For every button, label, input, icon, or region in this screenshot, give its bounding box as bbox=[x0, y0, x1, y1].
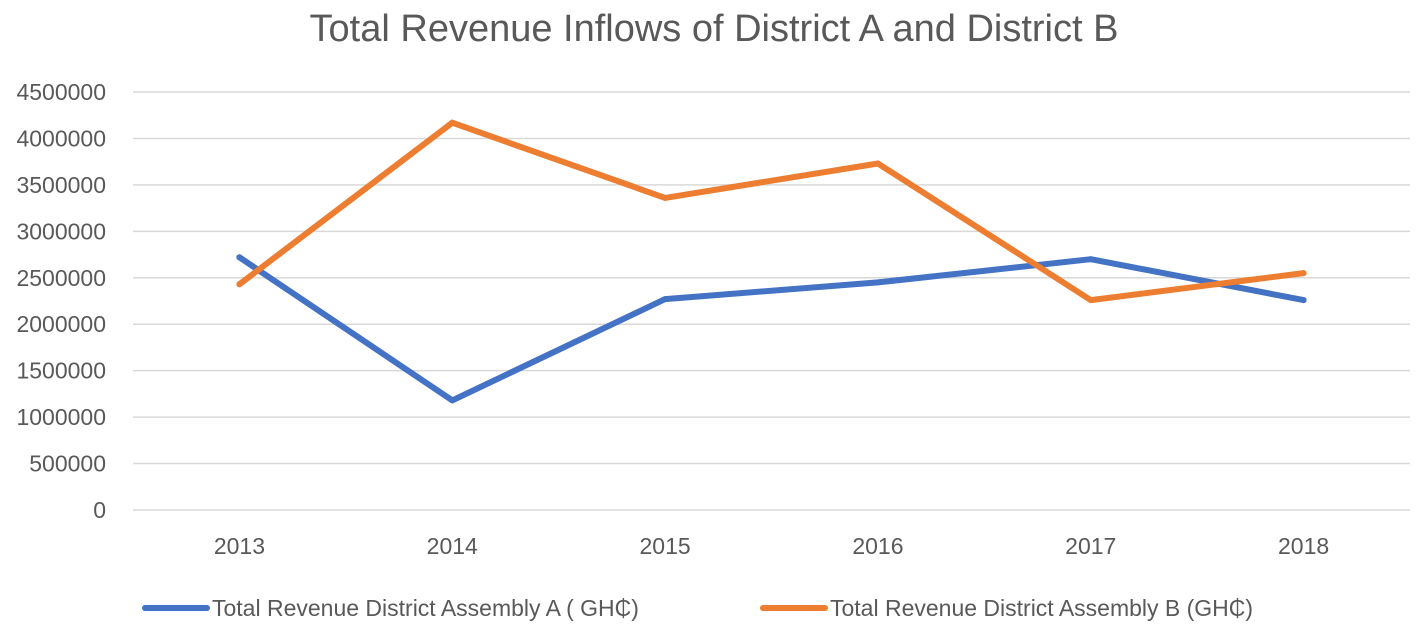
legend-label: Total Revenue District Assembly A ( GH₵) bbox=[212, 595, 639, 621]
y-tick-label: 0 bbox=[93, 497, 106, 523]
chart-title: Total Revenue Inflows of District A and … bbox=[310, 8, 1119, 50]
data-point bbox=[874, 160, 881, 167]
y-tick-label: 2000000 bbox=[16, 311, 106, 337]
gridlines bbox=[133, 91, 1410, 511]
y-axis-tick-labels: 0 500000 1000000 1500000 2000000 2500000 30000… bbox=[16, 79, 106, 523]
y-tick-label: 1500000 bbox=[16, 358, 106, 384]
data-point bbox=[1087, 297, 1094, 304]
data-point bbox=[662, 296, 669, 303]
data-point bbox=[1300, 297, 1307, 304]
y-tick-label: 500000 bbox=[29, 451, 106, 477]
x-tick-label: 2015 bbox=[639, 533, 690, 559]
data-point bbox=[236, 254, 243, 261]
y-tick-label: 1000000 bbox=[16, 404, 106, 430]
data-point bbox=[874, 279, 881, 286]
x-tick-label: 2014 bbox=[427, 533, 478, 559]
series-lines bbox=[236, 119, 1307, 404]
x-tick-label: 2016 bbox=[852, 533, 903, 559]
data-point bbox=[1087, 256, 1094, 263]
x-tick-label: 2018 bbox=[1278, 533, 1329, 559]
data-point bbox=[1300, 270, 1307, 277]
x-tick-label: 2013 bbox=[214, 533, 265, 559]
y-tick-label: 4500000 bbox=[16, 79, 106, 105]
data-point bbox=[236, 281, 243, 288]
legend-label: Total Revenue District Assembly B (GH₵) bbox=[830, 595, 1253, 621]
legend: Total Revenue District Assembly A ( GH₵)… bbox=[142, 595, 1253, 621]
y-tick-label: 3000000 bbox=[16, 218, 106, 244]
x-axis-tick-labels: 2013 2014 2015 2016 2017 2018 bbox=[214, 533, 1329, 559]
data-point bbox=[662, 194, 669, 201]
y-tick-label: 3500000 bbox=[16, 172, 106, 198]
data-point bbox=[449, 397, 456, 404]
y-tick-label: 4000000 bbox=[16, 125, 106, 151]
series-line-district-a bbox=[236, 254, 1307, 404]
data-point bbox=[449, 119, 456, 126]
y-tick-label: 2500000 bbox=[16, 265, 106, 291]
x-tick-label: 2017 bbox=[1065, 533, 1116, 559]
series-line-district-b bbox=[236, 119, 1307, 304]
